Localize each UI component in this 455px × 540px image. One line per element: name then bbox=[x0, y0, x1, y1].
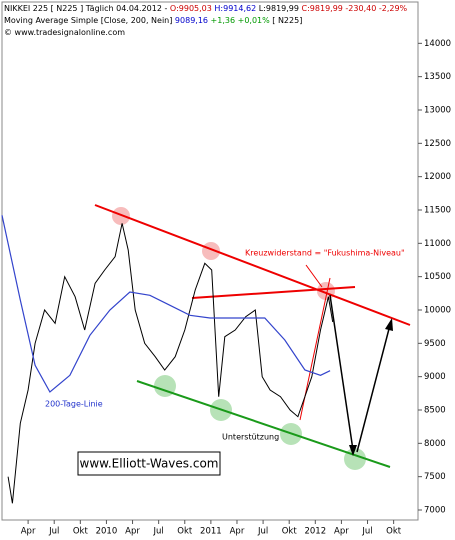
annotation: 200-Tage-Linie bbox=[45, 400, 103, 409]
y-tick-label: 8500 bbox=[424, 406, 446, 416]
header-text: C:9819,99 -230,40 -2,29% bbox=[302, 4, 408, 13]
x-tick-label: Jul bbox=[153, 527, 164, 537]
header-text: O:9905,03 bbox=[170, 4, 212, 13]
website-label: www.Elliott-Waves.com bbox=[80, 457, 219, 471]
y-tick-label: 9500 bbox=[424, 339, 446, 349]
y-tick-label: 10500 bbox=[424, 272, 451, 282]
annotation: Kreuzwiderstand = "Fukushima-Niveau" bbox=[245, 249, 405, 258]
header-text: H:9914,62 bbox=[212, 4, 256, 13]
header-text: © www.tradesignalonline.com bbox=[4, 28, 125, 37]
x-tick-label: Okt bbox=[386, 527, 402, 537]
x-tick-label: Okt bbox=[177, 527, 193, 537]
header-line: Moving Average Simple [Close, 200, Nein]… bbox=[4, 16, 302, 25]
annotation-shapes bbox=[77, 204, 411, 476]
series-line bbox=[1, 215, 331, 393]
x-tick-label: Jul bbox=[48, 527, 59, 537]
header-text: Moving Average Simple [Close, 200, Nein] bbox=[4, 16, 175, 25]
x-tick-label: Jul bbox=[361, 527, 372, 537]
y-tick-label: 7500 bbox=[424, 472, 446, 482]
x-tick-label: 2010 bbox=[96, 527, 118, 537]
y-tick-label: 12500 bbox=[424, 139, 451, 149]
x-tick-label: Jul bbox=[257, 527, 268, 537]
y-tick-label: 13500 bbox=[424, 72, 451, 82]
y-tick-label: 12000 bbox=[424, 172, 451, 182]
x-tick-label: Okt bbox=[282, 527, 298, 537]
x-tick-label: Apr bbox=[21, 527, 36, 537]
header-text: L:9819,99 bbox=[256, 4, 301, 13]
y-tick-label: 11500 bbox=[424, 206, 451, 216]
y-tick-label: 7000 bbox=[424, 506, 446, 516]
plot-frame bbox=[1, 1, 419, 521]
x-tick-label: Apr bbox=[334, 527, 349, 537]
header-text: [ N225] bbox=[270, 16, 303, 25]
y-tick-label: 9000 bbox=[424, 372, 446, 382]
header-line: NIKKEI 225 [ N225 ] Täglich 04.04.2012 -… bbox=[4, 4, 408, 13]
header-text: +1,36 +0,01% bbox=[208, 16, 270, 25]
header-text: NIKKEI 225 [ N225 ] Täglich 04.04.2012 - bbox=[4, 4, 170, 13]
x-tick-label: Apr bbox=[125, 527, 140, 537]
header-text: 9089,16 bbox=[175, 16, 208, 25]
annotation: Unterstützung bbox=[222, 433, 279, 442]
x-tick-label: 2011 bbox=[200, 527, 222, 537]
header-line: © www.tradesignalonline.com bbox=[4, 28, 125, 37]
x-tick-label: Apr bbox=[230, 527, 245, 537]
y-tick-label: 10000 bbox=[424, 306, 451, 316]
y-tick-label: 11000 bbox=[424, 239, 451, 249]
y-tick-label: 8000 bbox=[424, 439, 446, 449]
x-tick-label: Okt bbox=[73, 527, 89, 537]
series-line bbox=[7, 223, 334, 504]
y-tick-label: 13000 bbox=[424, 106, 451, 116]
x-tick-label: 2012 bbox=[304, 527, 326, 537]
y-tick-label: 14000 bbox=[424, 39, 451, 49]
